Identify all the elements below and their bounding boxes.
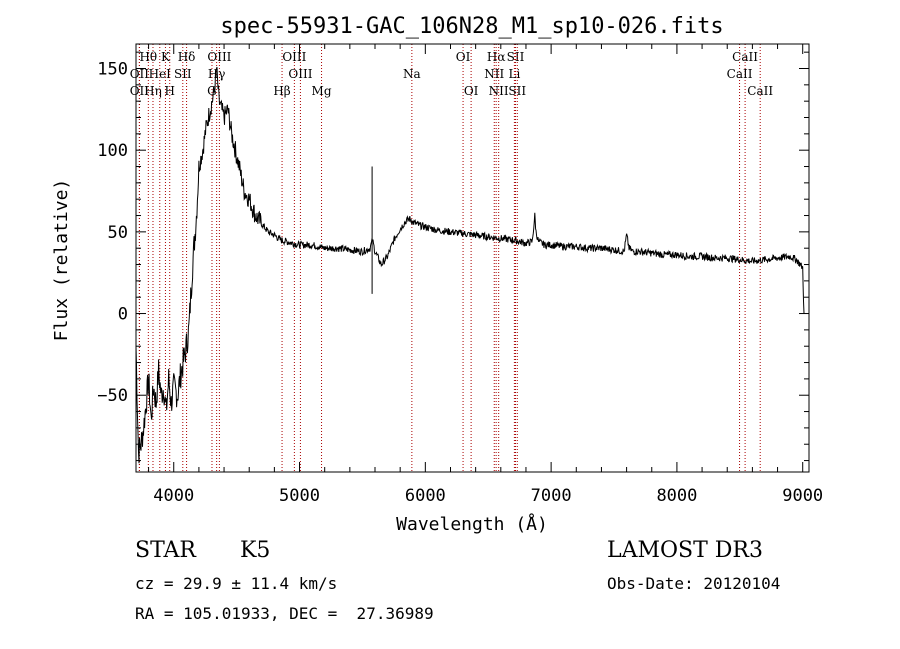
x-axis-label: Wavelength (Å): [396, 513, 548, 535]
line-label-16: Na: [403, 67, 421, 81]
survey-name: LAMOST DR3: [607, 538, 763, 563]
line-label-20: NII: [484, 67, 504, 81]
y-tick-label: 150: [97, 60, 128, 80]
object-class: STAR: [135, 538, 196, 563]
line-label-14: Hβ: [273, 84, 290, 98]
line-label-23: Li: [508, 67, 520, 81]
line-label-19: Hα: [487, 50, 506, 64]
line-label-26: CaII: [727, 67, 753, 81]
line-label-0: Hθ: [139, 50, 157, 64]
line-label-22: SII: [507, 50, 525, 64]
y-tick-label: 100: [97, 141, 128, 161]
x-tick-label: 6000: [405, 486, 446, 506]
spectrum-series-line: [135, 66, 805, 464]
plot-frame: [135, 43, 810, 473]
line-label-4: HeI: [149, 67, 172, 81]
line-label-27: CaII: [747, 84, 773, 98]
line-label-3: Hη: [144, 84, 162, 98]
chart-title: spec-55931-GAC_106N28_M1_sp10-026.fits: [220, 14, 723, 39]
x-tick-label: 9000: [782, 486, 823, 506]
line-label-7: SII: [174, 67, 192, 81]
line-label-21: NII: [489, 84, 509, 98]
line-label-11: G: [207, 84, 217, 98]
line-label-9: OIII: [207, 50, 231, 64]
line-label-18: OI: [464, 84, 479, 98]
y-tick-label: 50: [108, 223, 128, 243]
x-tick-label: 5000: [279, 486, 320, 506]
redshift-velocity: cz = 29.9 ± 11.4 km/s: [135, 574, 338, 593]
line-label-6: H: [164, 84, 174, 98]
object-subclass: K5: [240, 538, 271, 563]
x-tick-label: 8000: [656, 486, 697, 506]
x-tick-label: 7000: [531, 486, 572, 506]
observation-date: Obs-Date: 20120104: [607, 574, 781, 593]
y-tick-label: −50: [97, 386, 128, 406]
line-label-13: OIII: [288, 67, 312, 81]
line-label-2: OII: [130, 84, 150, 98]
line-label-24: SII: [508, 84, 526, 98]
line-label-12: OIII: [282, 50, 306, 64]
line-label-17: OI: [456, 50, 471, 64]
line-label-25: CaII: [732, 50, 758, 64]
line-label-5: K: [161, 50, 171, 64]
x-tick-label: 4000: [153, 486, 194, 506]
line-label-8: Hδ: [178, 50, 196, 64]
coordinates: RA = 105.01933, DEC = 27.36989: [135, 604, 434, 623]
axis-ticks: 4000 5000 6000 7000 8000 9000 −50 0 50 100 150: [97, 44, 823, 506]
line-label-15: Mg: [312, 84, 332, 98]
y-axis-label: Flux (relative): [51, 179, 72, 342]
y-tick-label: 0: [118, 305, 128, 325]
